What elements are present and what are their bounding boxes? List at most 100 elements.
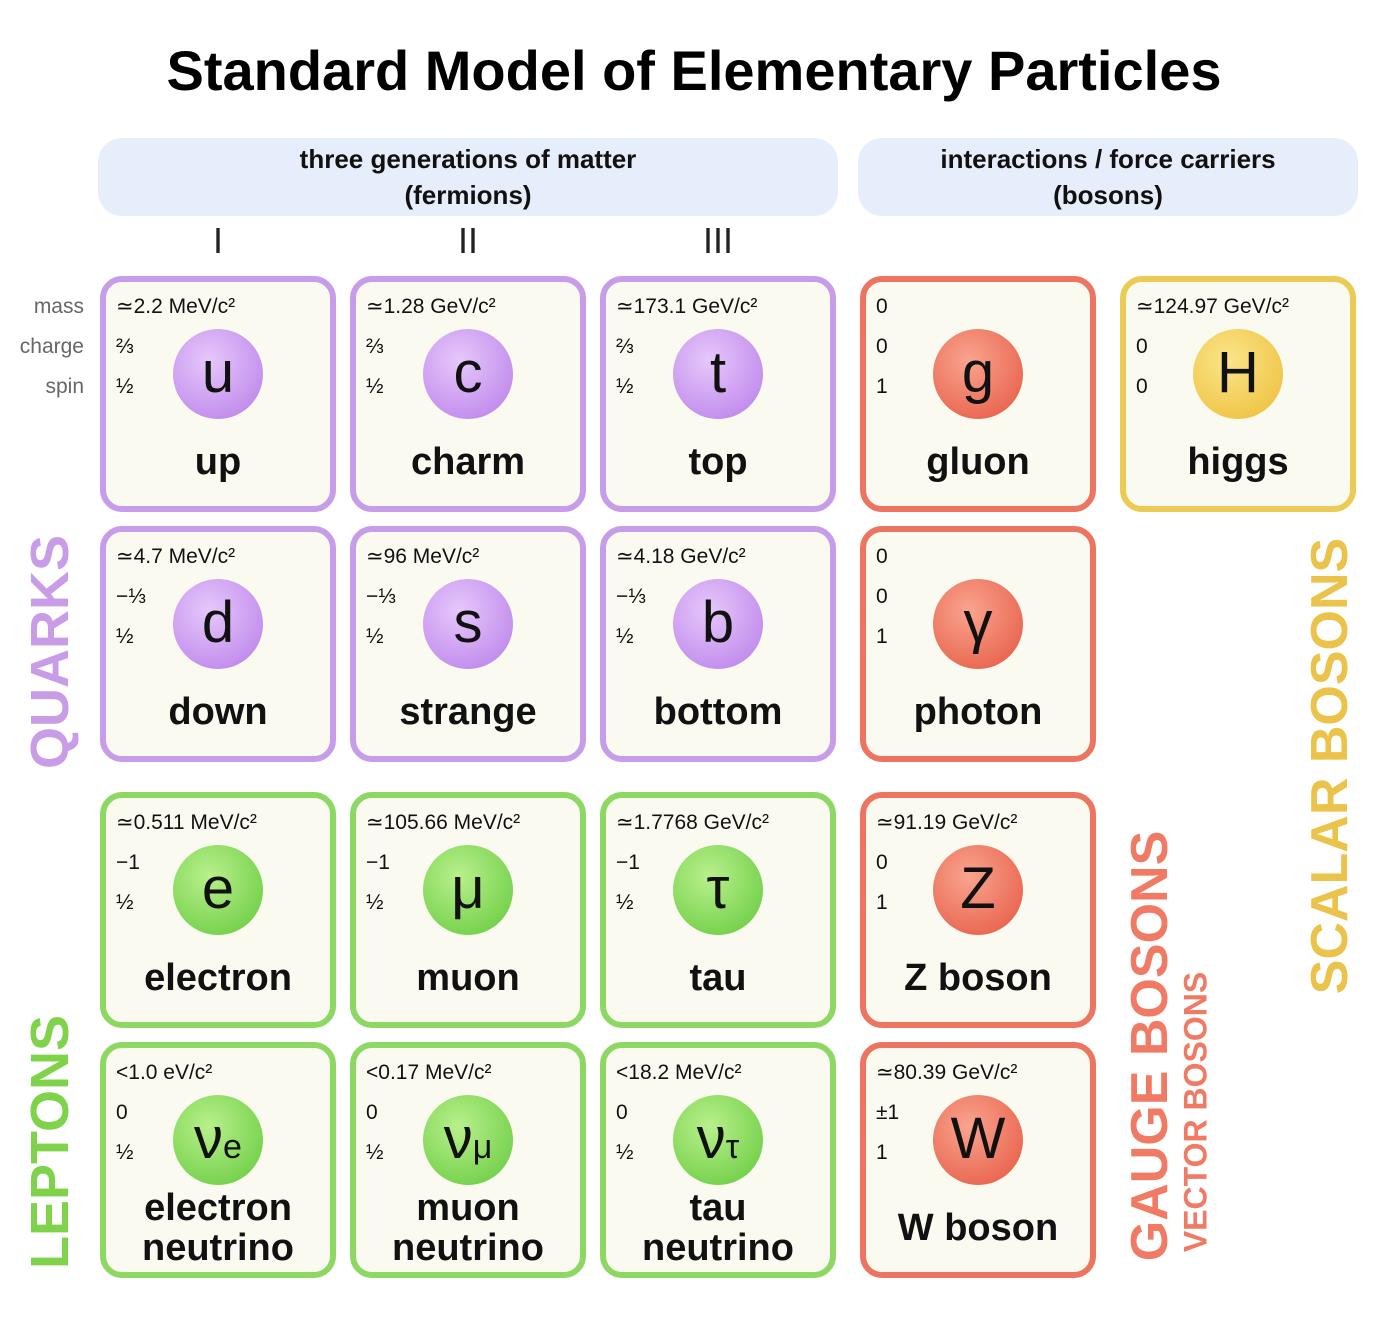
- symbol: e: [201, 856, 235, 921]
- particle-property: −⅓: [616, 585, 646, 608]
- particle-property: ½: [616, 625, 634, 648]
- group-label: GAUGE BOSONS: [1121, 830, 1179, 1262]
- particle-name: bottom: [653, 691, 783, 733]
- symbol: t: [709, 340, 727, 405]
- particle-property: ⅔: [366, 335, 384, 358]
- particle-property: ≃1.7768 GeV/c²: [616, 811, 770, 834]
- particle-property: −1: [616, 851, 640, 874]
- subscript: τ: [725, 1128, 740, 1166]
- particle-symbol: γ: [933, 579, 1023, 669]
- particle-property: ½: [366, 625, 384, 648]
- particle-card: ≃1.28 GeV/c² ⅔ ½ c charm: [350, 276, 586, 512]
- particle-name: higgs: [1187, 441, 1289, 483]
- particle-card: ≃80.39 GeV/c² ±1 1 W W boson: [860, 1042, 1096, 1278]
- symbol: W: [950, 1106, 1006, 1171]
- particle-card: ≃2.2 MeV/c² ⅔ ½ u up: [100, 276, 336, 512]
- symbol: γ: [963, 590, 993, 655]
- subscript: μ: [472, 1128, 493, 1166]
- header-line: interactions / force carriers: [940, 144, 1276, 174]
- symbol: ν: [194, 1106, 224, 1171]
- header-line: (fermions): [404, 180, 532, 210]
- generation-label: III: [702, 220, 733, 261]
- particle-property: 0: [876, 585, 888, 608]
- symbol: ν: [443, 1106, 473, 1171]
- particle-symbol: u: [173, 329, 263, 419]
- particle-name: up: [194, 441, 242, 483]
- particle-card: <0.17 MeV/c² 0 ½ νμ muon neutrino: [350, 1042, 586, 1278]
- particle-property: ½: [366, 1141, 384, 1164]
- group-label: VECTOR BOSONS: [1177, 971, 1214, 1253]
- particle-property: −⅓: [116, 585, 146, 608]
- property-label: charge: [19, 335, 84, 358]
- particle-card: ≃4.7 MeV/c² −⅓ ½ d down: [100, 526, 336, 762]
- symbol: ν: [696, 1106, 726, 1171]
- particle-name: neutrino: [642, 1227, 794, 1269]
- group-label: SCALAR BOSONS: [1301, 537, 1359, 995]
- symbol: Z: [960, 856, 996, 921]
- particle-property: 0: [876, 851, 888, 874]
- particle-property: ≃96 MeV/c²: [366, 545, 480, 568]
- particle-name: muon: [416, 1187, 520, 1229]
- group-label: LEPTONS: [20, 1014, 80, 1270]
- particle-symbol: g: [933, 329, 1023, 419]
- particle-name: W boson: [897, 1207, 1059, 1249]
- particle-property: ≃4.7 MeV/c²: [116, 545, 236, 568]
- particle-name: strange: [399, 691, 537, 733]
- particle-symbol: e: [173, 845, 263, 935]
- particle-name: electron: [144, 957, 292, 999]
- particle-symbol: νμ: [423, 1095, 513, 1185]
- particle-card: ≃91.19 GeV/c² 0 1 Z Z boson: [860, 792, 1096, 1028]
- particle-card: 0 0 1 g gluon: [860, 276, 1096, 512]
- particle-property: ±1: [876, 1101, 900, 1124]
- particle-card: ≃105.66 MeV/c² −1 ½ μ muon: [350, 792, 586, 1028]
- particle-property: ½: [366, 891, 384, 914]
- particle-card: ≃0.511 MeV/c² −1 ½ e electron: [100, 792, 336, 1028]
- particle-property: 0: [616, 1101, 628, 1124]
- particle-property: ≃91.19 GeV/c²: [876, 811, 1018, 834]
- property-label: mass: [33, 295, 84, 318]
- particle-name: down: [168, 691, 268, 733]
- particle-card: ≃96 MeV/c² −⅓ ½ s strange: [350, 526, 586, 762]
- particle-name: tau: [689, 1187, 747, 1229]
- particle-property: ≃80.39 GeV/c²: [876, 1061, 1018, 1084]
- symbol: u: [201, 340, 235, 405]
- particle-card: <18.2 MeV/c² 0 ½ ντ tau neutrino: [600, 1042, 836, 1278]
- particle-property: 0: [876, 335, 888, 358]
- symbol: s: [453, 590, 483, 655]
- particle-card: ≃1.7768 GeV/c² −1 ½ τ tau: [600, 792, 836, 1028]
- particle-property: ½: [616, 375, 634, 398]
- particle-name: top: [688, 441, 748, 483]
- symbol: g: [961, 340, 995, 405]
- particle-property: 0: [1136, 375, 1148, 398]
- symbol: b: [701, 590, 735, 655]
- particle-symbol: c: [423, 329, 513, 419]
- particle-property: ≃2.2 MeV/c²: [116, 295, 236, 318]
- symbol: c: [453, 340, 483, 405]
- particle-property: ½: [116, 891, 134, 914]
- particle-symbol: τ: [673, 845, 763, 935]
- particle-name: photon: [913, 691, 1043, 733]
- particle-card: ≃173.1 GeV/c² ⅔ ½ t top: [600, 276, 836, 512]
- property-label: spin: [45, 375, 84, 398]
- particle-property: ≃105.66 MeV/c²: [366, 811, 521, 834]
- generation-label: I: [212, 220, 223, 261]
- bosons-header: interactions / force carriers (bosons): [858, 138, 1358, 216]
- particle-property: <18.2 MeV/c²: [616, 1061, 742, 1084]
- particle-property: 1: [876, 891, 888, 914]
- particle-property: ≃4.18 GeV/c²: [616, 545, 746, 568]
- particle-property: 0: [876, 545, 888, 568]
- symbol: d: [201, 590, 235, 655]
- particle-property: <1.0 eV/c²: [116, 1061, 213, 1084]
- particle-symbol: t: [673, 329, 763, 419]
- particle-property: ⅔: [116, 335, 134, 358]
- particle-name: charm: [410, 441, 526, 483]
- particle-property: ½: [116, 375, 134, 398]
- symbol: τ: [706, 856, 730, 921]
- particle-property: ≃1.28 GeV/c²: [366, 295, 496, 318]
- particle-property: 0: [366, 1101, 378, 1124]
- particle-property: ≃0.511 MeV/c²: [116, 811, 257, 834]
- particle-name: muon: [416, 957, 520, 999]
- particle-name: electron: [144, 1187, 292, 1229]
